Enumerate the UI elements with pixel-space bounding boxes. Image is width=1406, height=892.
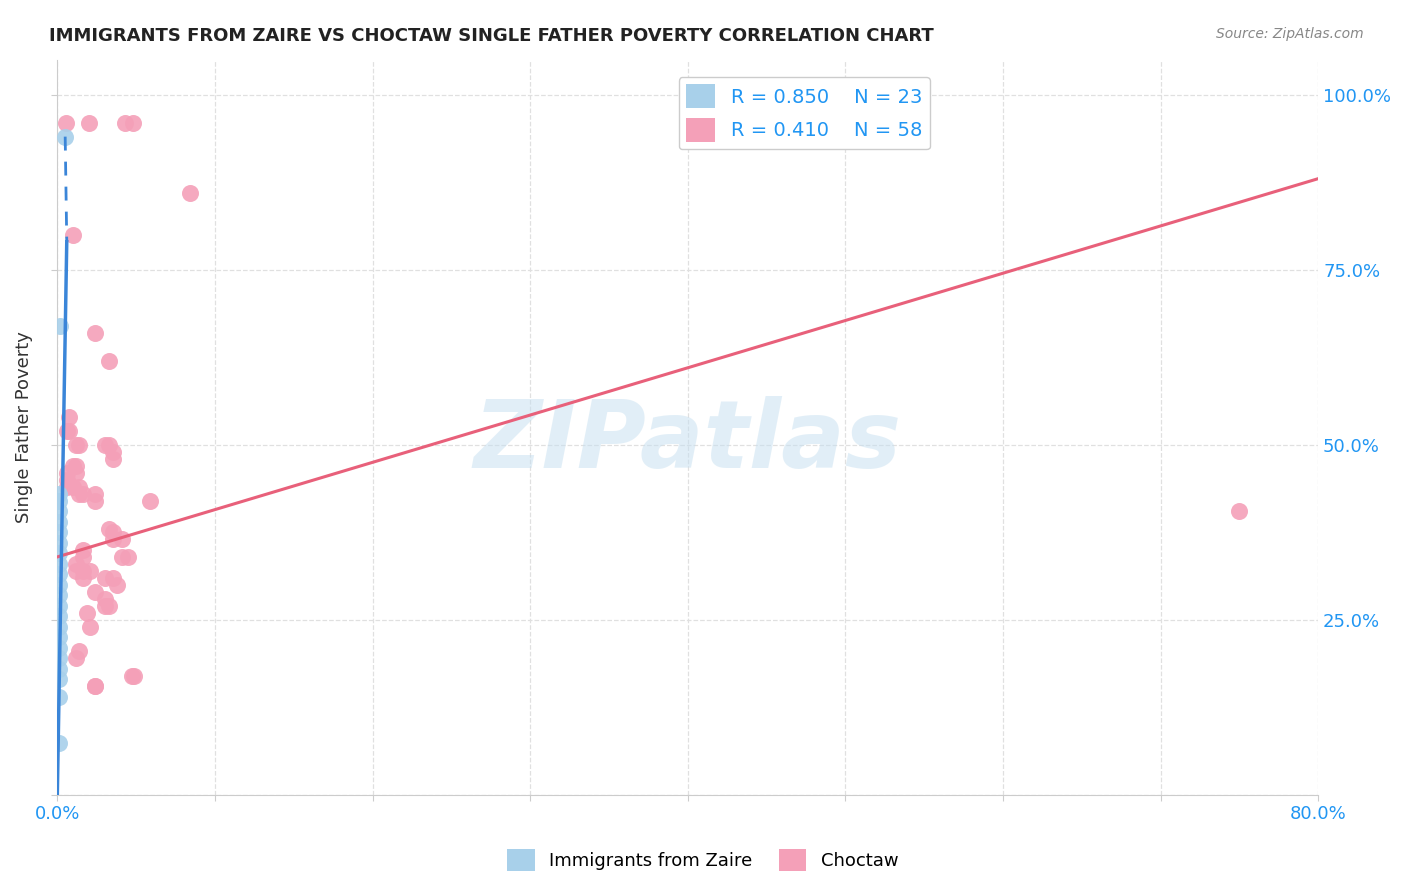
Point [76, 606, 98, 620]
Text: ZIPatlas: ZIPatlas [474, 396, 901, 488]
Point [98, 353, 121, 368]
Point [103, 533, 125, 547]
Point [84, 585, 107, 599]
Point [139, 494, 162, 508]
Point [72, 564, 94, 578]
Point [93, 599, 115, 613]
Point [65, 466, 87, 480]
Point [65, 651, 87, 665]
Point [48, 504, 70, 518]
Point [55, 473, 77, 487]
Point [122, 669, 145, 683]
Point [98, 438, 121, 452]
Point [55, 466, 77, 480]
Point [98, 599, 121, 613]
Point [55, 480, 77, 494]
Point [84, 487, 107, 501]
Point [72, 487, 94, 501]
Point [48, 640, 70, 655]
Point [48, 620, 70, 634]
Point [103, 525, 125, 540]
Point [48, 567, 70, 582]
Point [48, 536, 70, 550]
Point [98, 522, 121, 536]
Point [48, 546, 70, 560]
Point [67, 644, 90, 658]
Point [48, 599, 70, 613]
Point [49, 318, 72, 333]
Point [111, 533, 134, 547]
Point [48, 487, 70, 501]
Point [65, 458, 87, 473]
Point [84, 494, 107, 508]
Point [93, 571, 115, 585]
Point [65, 564, 87, 578]
Point [77, 115, 100, 129]
Point [72, 542, 94, 557]
Point [72, 549, 94, 564]
Point [48, 690, 70, 704]
Point [122, 115, 145, 129]
Point [48, 662, 70, 676]
Point [48, 578, 70, 592]
Point [65, 438, 87, 452]
Point [114, 115, 136, 129]
Point [53, 129, 76, 144]
Text: IMMIGRANTS FROM ZAIRE VS CHOCTAW SINGLE FATHER POVERTY CORRELATION CHART: IMMIGRANTS FROM ZAIRE VS CHOCTAW SINGLE … [49, 27, 934, 45]
Point [179, 186, 201, 200]
Point [84, 680, 107, 694]
Point [103, 451, 125, 466]
Point [48, 651, 70, 665]
Point [79, 564, 101, 578]
Point [93, 438, 115, 452]
Point [48, 494, 70, 508]
Legend: R = 0.850    N = 23, R = 0.410    N = 58: R = 0.850 N = 23, R = 0.410 N = 58 [679, 77, 931, 149]
Point [103, 445, 125, 459]
Point [72, 571, 94, 585]
Point [62, 227, 84, 242]
Point [67, 480, 90, 494]
Point [67, 438, 90, 452]
Point [55, 424, 77, 438]
Point [121, 669, 143, 683]
Point [105, 578, 128, 592]
Point [48, 525, 70, 540]
Legend: Immigrants from Zaire, Choctaw: Immigrants from Zaire, Choctaw [501, 842, 905, 879]
Point [79, 620, 101, 634]
Point [1227, 504, 1250, 518]
Point [48, 609, 70, 624]
Point [58, 424, 80, 438]
Point [48, 631, 70, 645]
Y-axis label: Single Father Poverty: Single Father Poverty [15, 332, 32, 524]
Point [48, 557, 70, 571]
Point [55, 115, 77, 129]
Point [111, 549, 134, 564]
Point [48, 673, 70, 687]
Text: Source: ZipAtlas.com: Source: ZipAtlas.com [1216, 27, 1364, 41]
Point [103, 571, 125, 585]
Point [62, 458, 84, 473]
Point [48, 589, 70, 603]
Point [65, 557, 87, 571]
Point [84, 326, 107, 340]
Point [48, 735, 70, 749]
Point [58, 409, 80, 424]
Point [48, 515, 70, 529]
Point [67, 487, 90, 501]
Point [62, 480, 84, 494]
Point [93, 591, 115, 606]
Point [84, 680, 107, 694]
Point [117, 549, 139, 564]
